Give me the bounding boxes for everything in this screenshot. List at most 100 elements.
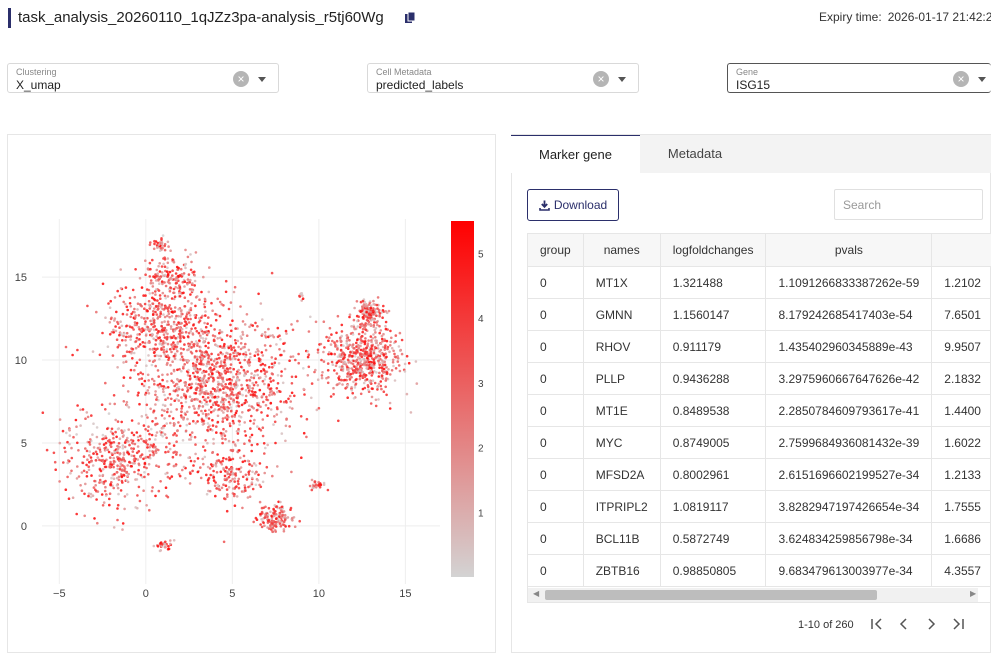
cell-point — [329, 343, 333, 346]
cell-point — [255, 395, 258, 398]
tab-marker-gene[interactable]: Marker gene — [511, 135, 640, 173]
table-row[interactable]: 0 BCL11B 0.5872749 3.624834259856798e-34 1.6… — [528, 522, 991, 555]
cell-point — [131, 462, 135, 465]
download-button[interactable]: Download — [527, 189, 619, 221]
cell-point — [101, 433, 105, 437]
cell-point — [123, 495, 127, 498]
cell-point — [390, 369, 394, 372]
cell-point — [195, 329, 199, 333]
cell-point — [310, 396, 313, 400]
last-page-icon[interactable] — [950, 615, 966, 633]
cell-point — [121, 339, 124, 342]
cell-point — [154, 343, 157, 346]
cell-point — [231, 471, 235, 475]
scroll-left-icon[interactable]: ◀ — [533, 589, 540, 598]
clear-icon[interactable]: × — [593, 71, 609, 87]
column-header-pvals-adj[interactable] — [931, 234, 991, 267]
scrollbar-thumb[interactable] — [545, 590, 877, 600]
cell-point — [361, 330, 365, 334]
cell-point — [274, 520, 278, 524]
cell-point — [196, 420, 199, 423]
column-header-group[interactable]: group — [528, 234, 584, 267]
column-header-names[interactable]: names — [583, 234, 661, 267]
cell-point — [147, 341, 150, 344]
cell-point — [109, 460, 112, 464]
table-row[interactable]: 0 MFSD2A 0.8002961 2.6151696602199527e-34 1.… — [528, 458, 991, 491]
cell-point — [163, 244, 166, 248]
cell-point — [307, 353, 311, 356]
cell-point — [109, 299, 112, 303]
table-row[interactable]: 0 MYC 0.8749005 2.7599684936081432e-39 1.602… — [528, 426, 991, 459]
cell-point — [152, 544, 156, 548]
clear-icon[interactable]: × — [233, 71, 249, 87]
cell-point — [289, 506, 293, 510]
chevron-down-icon[interactable] — [618, 77, 626, 82]
cell-point — [61, 429, 65, 433]
cell-point — [388, 407, 392, 410]
cell-point — [348, 354, 352, 357]
cell-point — [168, 270, 172, 274]
cell-point — [200, 388, 204, 391]
column-header-logfoldchanges[interactable]: logfoldchanges — [660, 234, 767, 267]
table-row[interactable]: 0 ZBTB16 0.98850805 9.683479613003977e-34 4.… — [528, 554, 991, 587]
cell-point — [364, 303, 368, 306]
cell-point — [141, 372, 145, 376]
table-row[interactable]: 0 PLLP 0.9436288 3.2975960667647626e-42 2.18… — [528, 362, 991, 395]
cell-point — [237, 391, 240, 395]
cell-point — [350, 325, 353, 328]
cell-point — [86, 458, 89, 462]
cell-point — [281, 514, 284, 517]
cell-point — [190, 340, 194, 344]
cell-point — [248, 439, 251, 442]
table-row[interactable]: 0 GMNN 1.1560147 8.179242685417403e-54 7.650… — [528, 298, 991, 331]
cell-point — [157, 448, 160, 452]
chevron-down-icon[interactable] — [258, 77, 266, 82]
cell-point — [154, 434, 158, 437]
tab-metadata[interactable]: Metadata — [667, 146, 723, 161]
cell-point — [280, 505, 284, 509]
cell-point — [154, 393, 157, 397]
clear-icon[interactable]: × — [953, 71, 969, 87]
table-row[interactable]: 0 MT1X 1.321488 1.1091266833387262e-59 1.210… — [528, 266, 991, 299]
first-page-icon[interactable] — [869, 615, 885, 633]
cell-point — [262, 400, 265, 404]
cell-point — [253, 328, 257, 332]
next-page-icon[interactable] — [923, 615, 939, 633]
cell-point — [99, 450, 102, 454]
cell-point — [140, 382, 144, 386]
table-row[interactable]: 0 ITPRIPL2 1.0819117 3.8282947197426654e-34… — [528, 490, 991, 523]
cell-point — [300, 456, 303, 460]
column-header-pvals[interactable]: pvals — [765, 234, 933, 267]
copy-icon[interactable] — [404, 11, 416, 25]
clustering-select[interactable]: Clustering X_umap × — [7, 63, 279, 93]
cell-point — [364, 305, 367, 308]
cell-point — [177, 314, 180, 318]
cell-point — [71, 353, 74, 357]
scroll-right-icon[interactable]: ▶ — [970, 589, 977, 598]
cell-point — [137, 391, 140, 395]
gene-select[interactable]: Gene ISG15 × — [727, 63, 991, 93]
cell-metadata-select[interactable]: Cell Metadata predicted_labels × — [367, 63, 639, 93]
cell-point — [256, 425, 259, 428]
cell-point — [254, 483, 258, 487]
table-row[interactable]: 0 RHOV 0.911179 1.435402960345889e-43 9.9507 — [528, 330, 991, 363]
cell-point — [196, 344, 199, 347]
cell-point — [209, 324, 213, 327]
prev-page-icon[interactable] — [896, 615, 912, 633]
cell-point — [153, 239, 156, 243]
cell-point — [159, 297, 162, 300]
cell-point — [163, 409, 166, 413]
cell-point — [253, 472, 257, 475]
cell-point — [343, 353, 347, 357]
cell-point — [88, 454, 91, 457]
search-input[interactable] — [834, 189, 983, 220]
cell-point — [163, 294, 167, 298]
chevron-down-icon[interactable] — [978, 77, 986, 82]
table-row[interactable]: 0 MT1E 0.8489538 2.2850784609793617e-41 1.44… — [528, 394, 991, 427]
cell-point — [104, 316, 107, 319]
cell-point — [237, 430, 241, 433]
cell-point — [130, 312, 133, 316]
cell-point — [101, 504, 105, 507]
